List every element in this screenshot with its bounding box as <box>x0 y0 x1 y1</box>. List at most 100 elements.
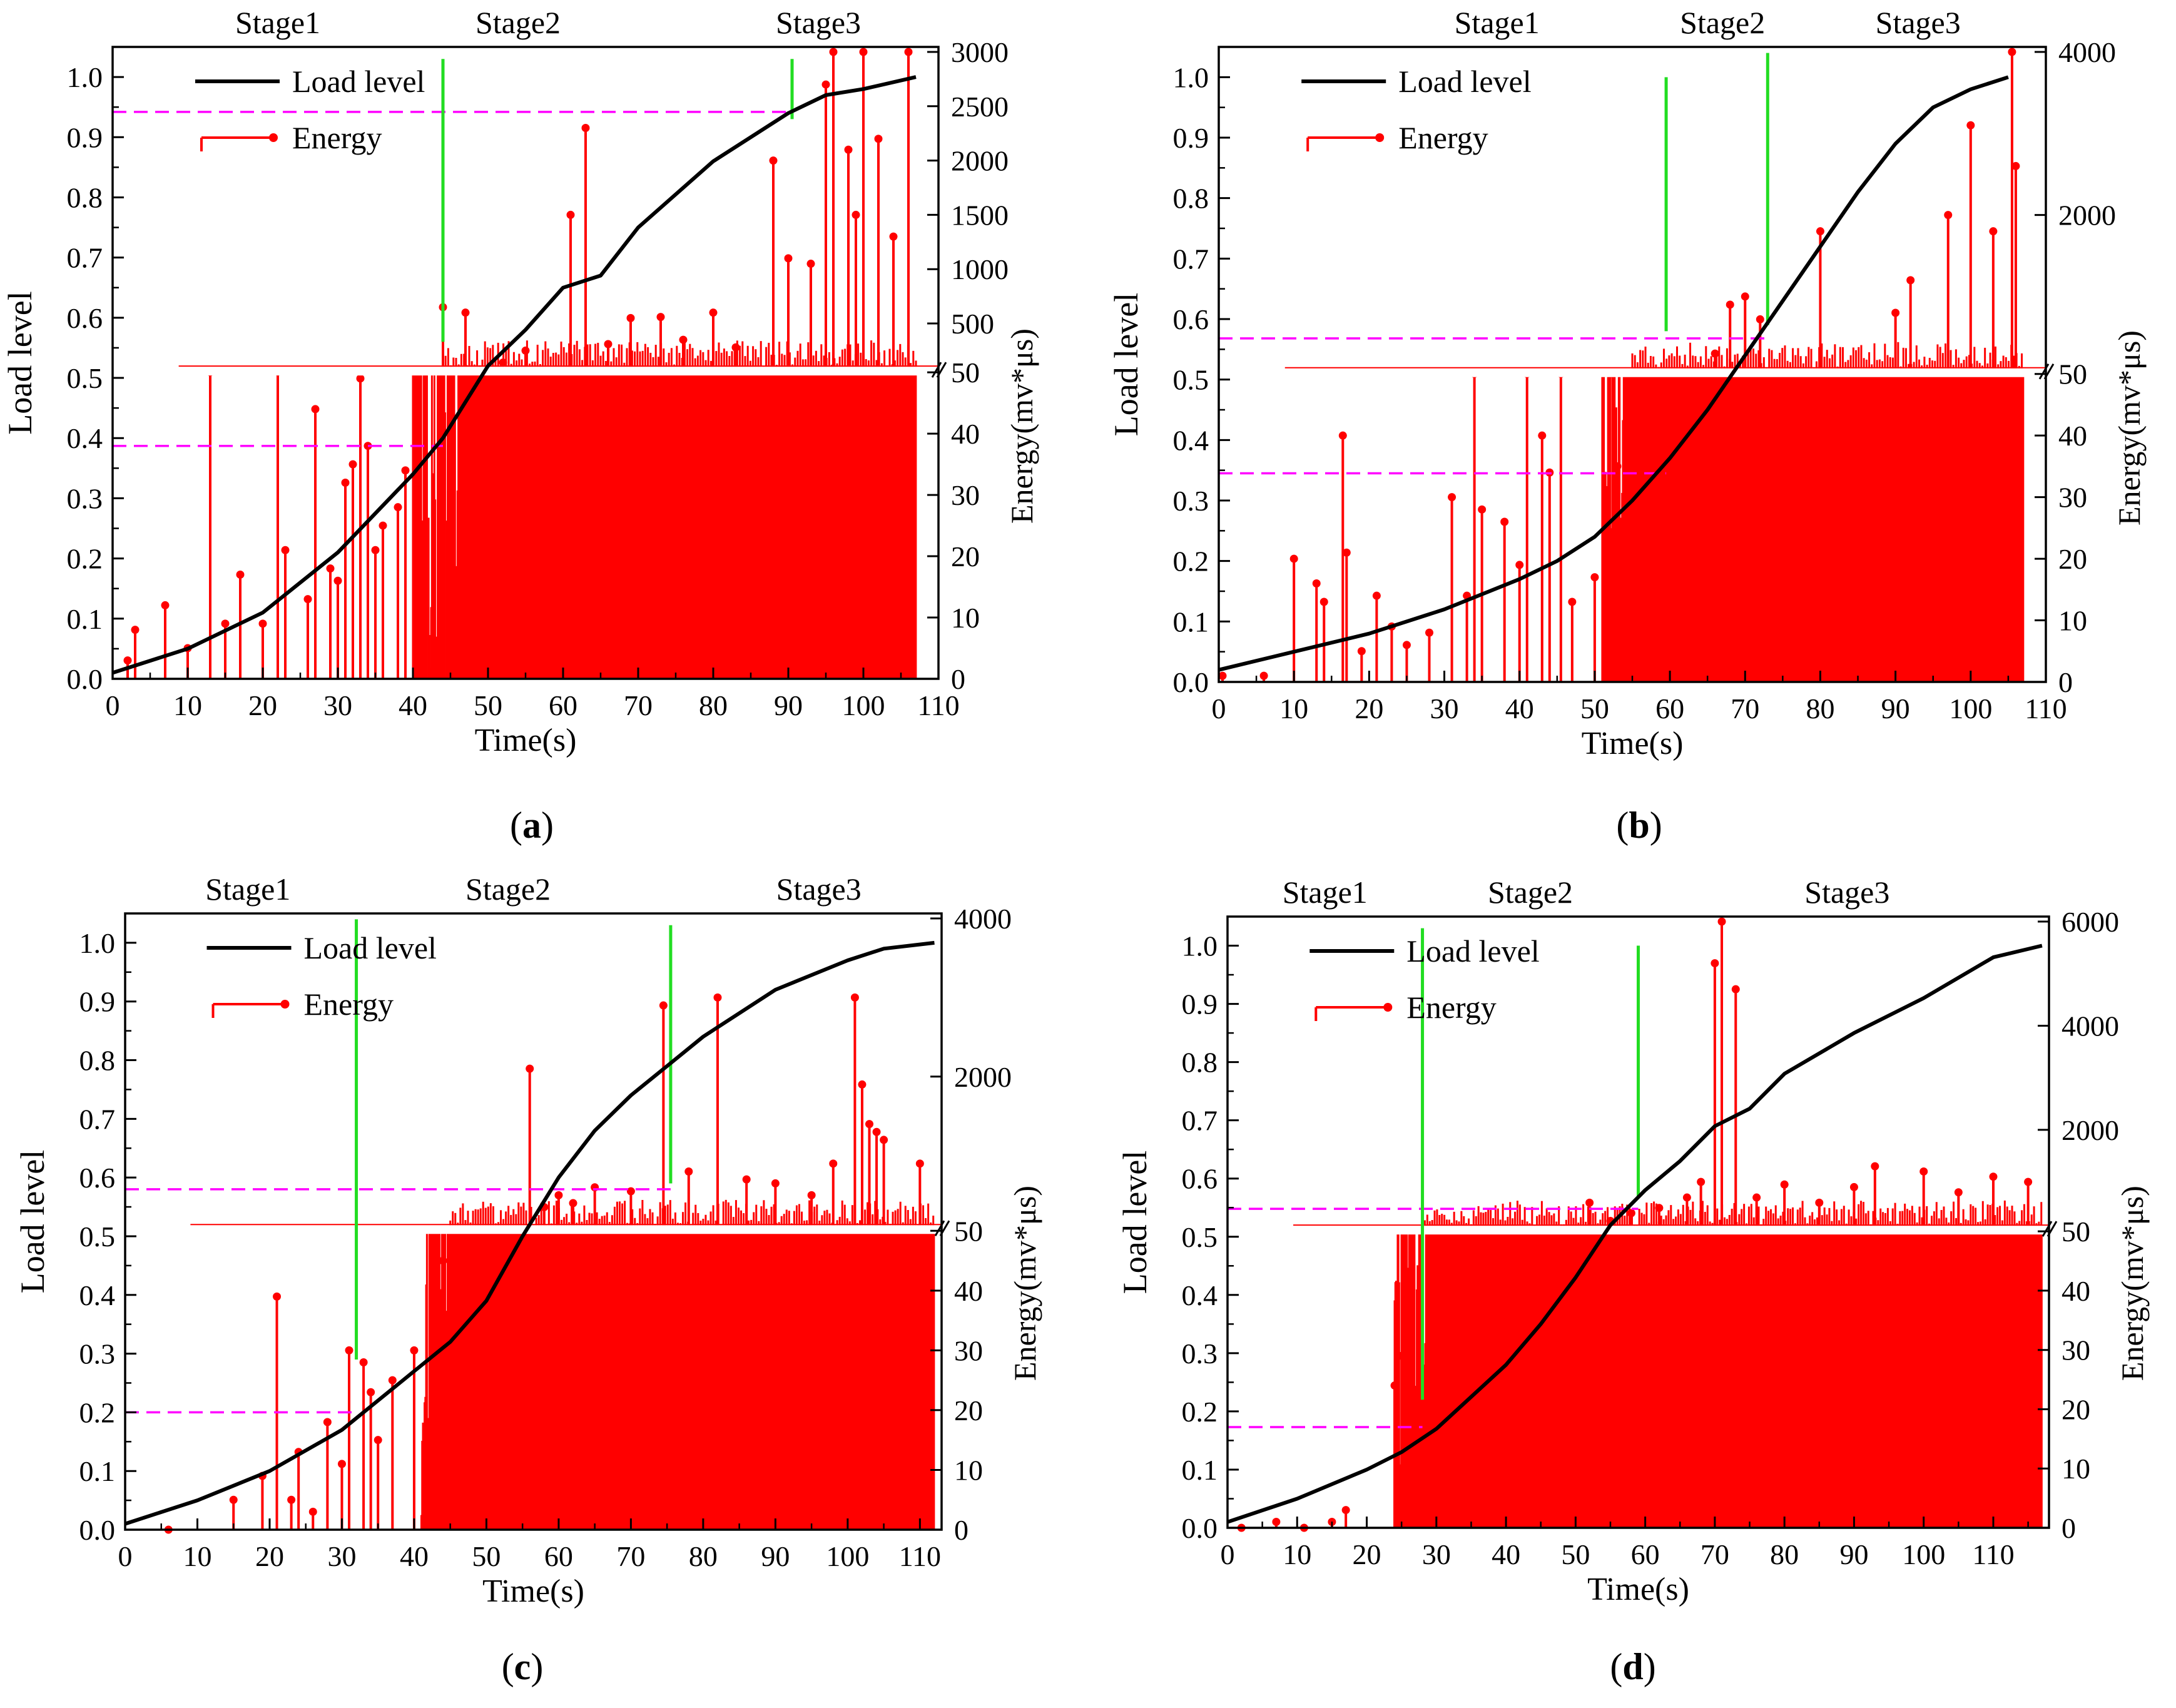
energy-peak-dot <box>1453 1263 1462 1271</box>
energy-peak-dot <box>1390 1381 1399 1390</box>
energy-peak-dot <box>784 254 793 263</box>
energy-dense-field <box>420 1231 935 1530</box>
energy-tick-label: 10 <box>951 602 980 634</box>
x-tick-label: 100 <box>1949 693 1992 724</box>
axis-break-mark <box>931 362 942 378</box>
energy-peaks <box>1237 917 2033 1532</box>
energy-peak-dot <box>131 626 140 634</box>
energy-peak-dot <box>1906 276 1915 285</box>
panel-a: 0 10 20 30 40 50 60 70 80 90 100 110Time(s)0.00.10.… <box>1 5 1039 758</box>
stage-labels: Stage1 Stage2 Stage3 <box>1455 5 1961 40</box>
energy-peak-dot <box>281 546 290 554</box>
x-tick-label: 50 <box>1561 1538 1590 1570</box>
y-tick-label: 0.3 <box>79 1338 116 1370</box>
energy-peak-dot <box>821 80 830 89</box>
energy-peak-dot <box>2024 1177 2033 1186</box>
y-tick-label: 0.6 <box>79 1162 116 1194</box>
axis-break-mark <box>2046 1221 2058 1237</box>
energy-peak-dot <box>904 48 913 56</box>
energy-peak-dot <box>1989 1172 1998 1181</box>
x-tick-label: 40 <box>400 1540 429 1572</box>
y-tick-label: 0.7 <box>79 1103 116 1135</box>
energy-peak-dot <box>521 346 530 355</box>
energy-peak-dot <box>2011 161 2020 170</box>
energy-tick-label: 3000 <box>951 36 1009 68</box>
energy-tick-label: 10 <box>2062 1453 2090 1485</box>
energy-peak-dot <box>1585 1198 1594 1207</box>
energy-peak-dot <box>526 1064 534 1073</box>
energy-peak-dot <box>1397 1351 1406 1360</box>
x-tick-label: 80 <box>1770 1538 1799 1570</box>
energy-peak-dot <box>829 1159 838 1168</box>
legend-energy-label: Energy <box>292 120 382 155</box>
energy-tick-label: 40 <box>2058 420 2087 452</box>
x-tick-label: 30 <box>323 689 352 721</box>
energy-tick-label: 30 <box>2058 482 2087 514</box>
x-tick-label: 60 <box>1655 693 1684 724</box>
x-tick-label: 110 <box>2025 693 2067 724</box>
axis-break-mark <box>2043 363 2055 380</box>
stage-label: Stage2 <box>475 5 561 40</box>
y-axis-title-right: Energy(mv*μs) <box>2112 330 2147 526</box>
energy-tick-label: 0 <box>951 663 965 695</box>
panel-caption-a: (a) <box>510 805 554 846</box>
energy-tick-label: 30 <box>951 479 980 511</box>
energy-peak-dot <box>303 595 312 604</box>
energy-tick-label: 1500 <box>951 199 1009 231</box>
y-tick-label: 0.2 <box>79 1396 116 1428</box>
x-tick-label: 10 <box>1279 693 1308 724</box>
legend-load-label: Load level <box>1406 933 1539 968</box>
energy-peak-dot <box>467 1352 476 1361</box>
energy-peak-dot <box>1571 1346 1580 1355</box>
energy-peak-dot <box>874 135 883 143</box>
axis-break-mark <box>2038 363 2050 380</box>
energy-peak-dot <box>806 260 815 268</box>
x-tick-label: 30 <box>1430 693 1459 724</box>
y-tick-label: 0.1 <box>79 1455 116 1487</box>
energy-tick-label: 40 <box>2062 1275 2090 1307</box>
energy-peak-dot <box>581 124 590 133</box>
energy-tick-label: 2000 <box>954 1061 1012 1093</box>
x-tick-label: 70 <box>616 1540 645 1572</box>
y-tick-label: 0.8 <box>1173 183 1209 215</box>
energy-peak-dot <box>1342 548 1351 557</box>
energy-peak-dot <box>1425 628 1434 637</box>
x-axis-title: Time(s) <box>482 1573 584 1609</box>
energy-tick-label: 30 <box>954 1334 983 1366</box>
load-level-line <box>125 940 935 1526</box>
energy-peak-dot <box>371 546 380 554</box>
energy-peak-dot <box>713 993 722 1002</box>
energy-peak-dot <box>287 1495 296 1504</box>
energy-tick-label: 2500 <box>951 91 1009 123</box>
load-level-line <box>112 75 917 675</box>
y-tick-label: 0.8 <box>1182 1047 1218 1079</box>
energy-peak-dot <box>1966 121 1975 130</box>
x-tick-label: 100 <box>826 1540 869 1572</box>
energy-tick-label: 2000 <box>2062 1114 2119 1146</box>
y-tick-label: 0.2 <box>1182 1396 1218 1428</box>
legend-load-label: Load level <box>304 930 437 965</box>
energy-peak-dot <box>345 1346 353 1355</box>
energy-peak-dot <box>323 1418 332 1426</box>
x-tick-label: 80 <box>689 1540 718 1572</box>
y-tick-label: 1.0 <box>1182 930 1218 962</box>
energy-peak-dot <box>1259 671 1268 680</box>
energy-peak-dot <box>1711 959 1719 968</box>
energy-peak-dot <box>1502 1257 1510 1266</box>
y-axis-right: 0 10 20 30 40 50 2000 4000 Energy(mv*μs) <box>930 903 1042 1546</box>
stage-label: Stage3 <box>776 872 862 907</box>
x-tick-label: 40 <box>1492 1538 1520 1570</box>
y-axis-left: 0.0 0.1 0.2 0.3 0.4 0.5 0.6 0.7 0.8 0.9 1.0 Load le… <box>1116 915 1239 1544</box>
energy-peak-dot <box>1515 1298 1524 1307</box>
y-tick-label: 1.0 <box>1173 61 1209 93</box>
energy-peak-dot <box>872 1127 881 1136</box>
energy-peak-dot <box>1891 308 1900 317</box>
y-tick-label: 0.3 <box>1173 485 1209 517</box>
x-tick-label: 80 <box>699 689 728 721</box>
plot-frame <box>1226 915 2050 1529</box>
x-tick-label: 100 <box>1902 1538 1945 1570</box>
stage-label: Stage3 <box>776 5 861 40</box>
legend-energy-swatch-dot <box>280 1000 290 1009</box>
energy-peak-dot <box>1658 413 1667 422</box>
x-tick-label: 40 <box>1505 693 1534 724</box>
